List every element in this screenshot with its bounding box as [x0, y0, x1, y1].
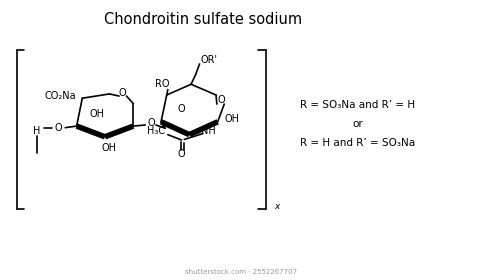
Text: H: H [33, 127, 41, 136]
Text: shutterstock.com · 2552267707: shutterstock.com · 2552267707 [185, 269, 298, 275]
Text: OH: OH [102, 143, 117, 153]
Text: H₃C: H₃C [147, 126, 166, 136]
Text: x: x [274, 202, 280, 211]
Text: Chondroitin sulfate sodium: Chondroitin sulfate sodium [104, 12, 302, 27]
Text: R = H and R’ = SO₃Na: R = H and R’ = SO₃Na [300, 138, 415, 148]
Text: R = SO₃Na and R’ = H: R = SO₃Na and R’ = H [300, 100, 415, 110]
Text: OH: OH [89, 109, 104, 119]
Text: CO₂Na: CO₂Na [45, 91, 77, 101]
Text: or: or [352, 119, 363, 129]
Text: O: O [119, 88, 127, 98]
Text: NH: NH [201, 126, 216, 136]
Text: O: O [55, 123, 62, 133]
Text: O: O [177, 104, 185, 115]
Text: O: O [217, 95, 225, 105]
Text: O: O [148, 118, 155, 129]
Text: OR': OR' [201, 55, 218, 65]
Text: O: O [178, 149, 185, 159]
Text: OH: OH [225, 114, 240, 124]
Text: RO: RO [155, 79, 170, 89]
